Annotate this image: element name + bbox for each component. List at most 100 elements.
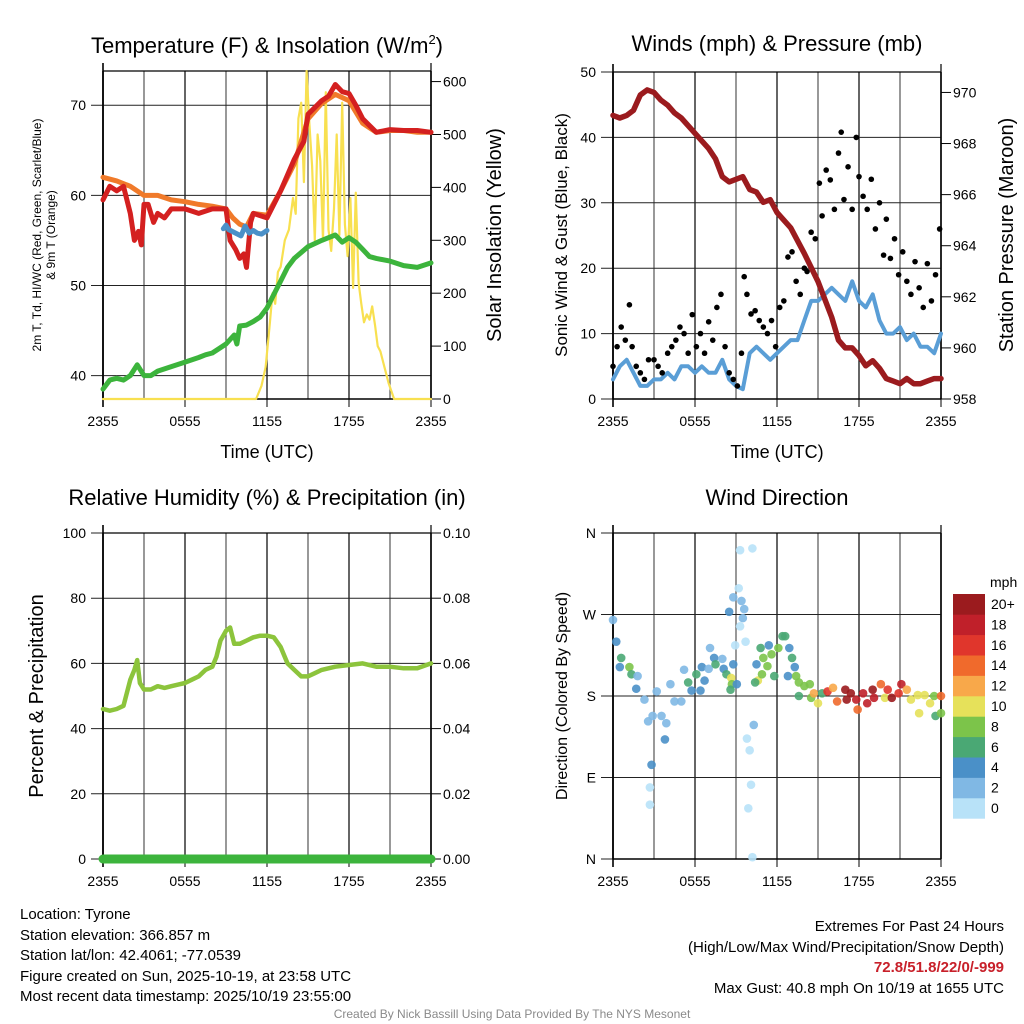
wind-direction-point bbox=[728, 592, 738, 602]
gust-point bbox=[895, 271, 902, 278]
y-tick-label: E bbox=[587, 770, 596, 786]
wind-direction-point bbox=[868, 685, 877, 694]
gust-point bbox=[709, 337, 716, 343]
wind-direction-point bbox=[670, 697, 679, 706]
y-tick-label: 30 bbox=[580, 195, 596, 211]
credit-text: Created By Nick Bassill Using Data Provi… bbox=[333, 1007, 691, 1021]
y2-tick-label: 960 bbox=[953, 340, 977, 356]
elevation-text: Station elevation: 366.857 m bbox=[20, 926, 211, 944]
extremes-heading: Extremes For Past 24 Hours bbox=[814, 918, 1004, 935]
wind-direction-point bbox=[732, 679, 742, 689]
wind-direction-point bbox=[660, 735, 670, 744]
wind-direction-point bbox=[785, 643, 794, 653]
y2-tick-label: 500 bbox=[443, 126, 467, 142]
gust-point bbox=[610, 363, 616, 370]
gust-point bbox=[756, 317, 763, 324]
gust-point bbox=[655, 363, 661, 370]
y-tick-label: N bbox=[586, 851, 596, 867]
y-tick-label: S bbox=[587, 688, 596, 704]
y-tick-label: 60 bbox=[70, 655, 86, 671]
x-tick-label: 2355 bbox=[415, 873, 446, 889]
wind-direction-point bbox=[894, 688, 903, 698]
wind-direction-point bbox=[757, 669, 767, 679]
colorbar-label: 20+ bbox=[991, 596, 1015, 612]
wind-direction-point bbox=[735, 621, 745, 631]
wind-direction-point bbox=[647, 760, 656, 770]
gust-point bbox=[685, 350, 691, 357]
wind-direction-point bbox=[790, 662, 800, 672]
wind-direction-point bbox=[745, 746, 754, 755]
wind-direction-point bbox=[742, 734, 752, 743]
wind-direction-point bbox=[929, 691, 939, 701]
x-tick-label: 2355 bbox=[925, 413, 956, 429]
gust-point bbox=[641, 376, 648, 383]
gust-point bbox=[853, 134, 860, 141]
y2-tick-label: 958 bbox=[953, 391, 977, 407]
y-tick-label: 60 bbox=[70, 187, 86, 203]
colorbar-label: 18 bbox=[991, 616, 1007, 632]
x-tick-label: 2355 bbox=[87, 413, 118, 429]
colorbar-label: 12 bbox=[991, 678, 1007, 694]
x-tick-label: 1155 bbox=[762, 413, 792, 429]
colorbar-swatch bbox=[953, 696, 985, 717]
gust-point bbox=[645, 356, 652, 363]
gust-point bbox=[841, 196, 847, 203]
panel-temperature: 2355 0555 1155 1755 2355 40 50 60 70 0 100 200 300 40… bbox=[70, 63, 467, 429]
series-2m-t bbox=[100, 82, 434, 270]
x-axis-label: Time (UTC) bbox=[730, 442, 823, 462]
y-tick-label: 0 bbox=[78, 851, 86, 867]
y2-axis-label: Solar Insolation (Yellow) bbox=[484, 128, 506, 342]
x-tick-label: 1755 bbox=[333, 873, 364, 889]
wind-direction-point bbox=[704, 664, 713, 674]
gust-point bbox=[812, 235, 819, 242]
gust-point bbox=[697, 330, 704, 337]
x-tick-label: 2355 bbox=[415, 413, 446, 429]
x-tick-label: 1755 bbox=[843, 873, 874, 889]
max-gust-text: Max Gust: 40.8 mph On 10/19 at 1655 UTC bbox=[713, 979, 1004, 997]
gust-point bbox=[838, 129, 845, 135]
gust-point bbox=[744, 291, 750, 298]
wind-direction-point bbox=[902, 685, 912, 694]
gust-point bbox=[629, 343, 635, 350]
wind-direction-point bbox=[744, 803, 753, 813]
series-relative-humidity bbox=[100, 625, 434, 713]
series-hi-wc bbox=[220, 222, 270, 239]
wind-direction-point bbox=[783, 671, 793, 681]
wind-direction-point bbox=[739, 604, 749, 614]
colorbar-label: 8 bbox=[991, 718, 999, 734]
gust-point bbox=[776, 304, 783, 311]
y-tick-label: 20 bbox=[70, 786, 86, 802]
colorbar-swatch bbox=[953, 655, 985, 676]
gust-point bbox=[726, 370, 732, 376]
gust-point bbox=[793, 278, 799, 285]
wind-direction-point bbox=[920, 690, 929, 700]
colorbar-swatch bbox=[953, 798, 985, 819]
y2-axis-label: Station Pressure (Maroon) bbox=[996, 118, 1018, 353]
y-tick-label: 100 bbox=[63, 525, 87, 541]
x-tick-label: 1155 bbox=[252, 873, 282, 889]
x-tick-label: 2355 bbox=[597, 413, 628, 429]
colorbar-label: 10 bbox=[991, 698, 1007, 714]
wind-direction-point bbox=[936, 691, 946, 701]
gust-point bbox=[816, 180, 823, 186]
gust-point bbox=[781, 298, 787, 304]
gust-point bbox=[673, 337, 679, 343]
gust-point bbox=[705, 319, 712, 325]
wind-direction-point bbox=[735, 545, 745, 555]
gust-point bbox=[924, 260, 931, 267]
gust-point bbox=[752, 307, 758, 314]
wind-direction-point bbox=[869, 693, 879, 703]
recent-data-text: Most recent data timestamp: 2025/10/19 2… bbox=[20, 988, 352, 1005]
gust-point bbox=[730, 376, 737, 383]
colorbar-swatch bbox=[953, 716, 985, 738]
gust-point bbox=[668, 343, 675, 350]
wind-direction-point bbox=[925, 698, 935, 708]
y2-tick-label: 968 bbox=[953, 136, 977, 152]
y2-tick-label: 0.10 bbox=[443, 525, 470, 541]
gust-point bbox=[904, 278, 910, 285]
gust-point bbox=[868, 176, 875, 183]
gust-point bbox=[626, 302, 633, 308]
gust-point bbox=[689, 311, 696, 318]
wind-direction-point bbox=[883, 685, 892, 694]
x-tick-label: 1155 bbox=[762, 873, 792, 889]
